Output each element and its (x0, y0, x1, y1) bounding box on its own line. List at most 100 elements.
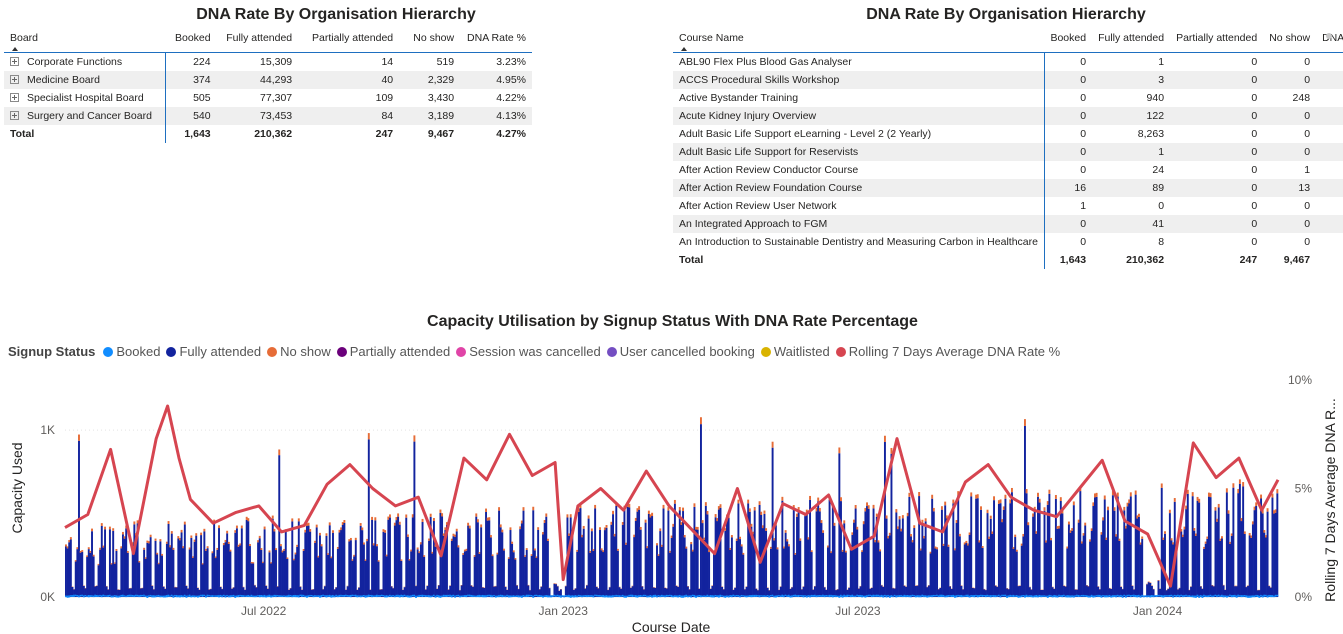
legend-item[interactable]: Waitlisted (760, 344, 830, 359)
bar-fully-attended (670, 537, 673, 597)
bar-booked (1191, 595, 1194, 598)
bar-fully-attended (1035, 533, 1038, 597)
bar-fully-attended (537, 529, 540, 597)
bar-no-show (314, 540, 317, 543)
row-label: An Integrated Approach to FGM (673, 215, 1045, 233)
bar-no-show (748, 508, 751, 512)
legend-item[interactable]: Booked (103, 344, 160, 359)
board-table-col-header[interactable]: Fully attended (216, 32, 299, 53)
expand-plus-icon[interactable] (10, 56, 19, 66)
bar-no-show (605, 525, 608, 528)
expand-plus-icon[interactable] (10, 74, 19, 84)
bar-no-show (786, 539, 789, 542)
bar-no-show (997, 500, 1000, 504)
bar-no-show (1225, 488, 1228, 493)
bar-fully-attended (556, 586, 559, 597)
bar-booked (714, 594, 717, 597)
bar-no-show (296, 544, 299, 547)
bar-booked (540, 595, 543, 597)
bar-fully-attended (724, 530, 727, 597)
table-row[interactable]: Active Bystander Training0940024820.88% (673, 89, 1343, 107)
bar-fully-attended (1261, 513, 1264, 597)
course-table-col-header[interactable]: Fully attended (1092, 32, 1171, 53)
bar-fully-attended (903, 585, 906, 597)
bar-booked (374, 595, 377, 597)
bar-fully-attended (538, 589, 541, 597)
bar-booked (638, 595, 641, 597)
board-table-col-header[interactable]: Partially attended (298, 32, 400, 53)
table-row[interactable]: An Introduction to Sustainable Dentistry… (673, 233, 1343, 251)
legend-item[interactable]: Session was cancelled (456, 344, 601, 359)
bar-no-show (478, 552, 481, 554)
bar-fully-attended (1121, 589, 1124, 597)
expand-plus-icon[interactable] (10, 110, 19, 120)
legend-item[interactable]: Partially attended (336, 344, 450, 359)
course-table-col-header[interactable]: Course Name (673, 32, 1045, 53)
bar-booked (250, 594, 253, 597)
board-table-col-header[interactable]: Booked (165, 32, 217, 53)
bar-no-show (273, 528, 276, 532)
bar-fully-attended (245, 519, 248, 597)
bar-no-show (708, 550, 711, 553)
bar-booked (551, 595, 554, 597)
sort-ascending-icon[interactable] (12, 47, 18, 51)
bar-fully-attended (828, 499, 831, 597)
table-row[interactable]: Medicine Board 374 44,293 40 2,329 4.95% (4, 71, 532, 89)
table-row[interactable]: ACCS Procedural Skills Workshop03000.00% (673, 71, 1343, 89)
board-table-col-header[interactable]: No show (399, 32, 461, 53)
bar-booked (305, 595, 308, 598)
legend-item[interactable]: Rolling 7 Days Average DNA Rate % (835, 344, 1060, 359)
bar-no-show (1066, 546, 1069, 549)
bar-booked (395, 594, 398, 597)
course-table-col-header[interactable]: Booked (1044, 32, 1093, 53)
bar-fully-attended (867, 508, 870, 597)
table-row[interactable]: Corporate Functions 224 15,309 14 519 3.23% (4, 52, 532, 71)
scrollbar-handle[interactable] (1326, 33, 1332, 39)
legend-item[interactable]: No show (267, 344, 331, 359)
table-row[interactable]: ABL90 Flex Plus Blood Gas Analyser01000.… (673, 52, 1343, 71)
bar-booked (1028, 595, 1031, 597)
bar-fully-attended (268, 552, 271, 597)
sort-ascending-icon[interactable] (681, 47, 687, 51)
bar-fully-attended (239, 545, 242, 597)
bar-fully-attended (771, 447, 774, 597)
legend-item[interactable]: Fully attended (166, 344, 261, 359)
table-row[interactable]: After Action Review Conductor Course 0 24 0… (673, 161, 1343, 179)
table-row[interactable]: Adult Basic Life Support for Reservists 0… (673, 143, 1343, 161)
bar-booked (625, 595, 628, 598)
bar-no-show (374, 517, 377, 521)
table-row[interactable]: Surgery and Cancer Board 540 73,453 84 3,189… (4, 107, 532, 125)
expand-plus-icon[interactable] (10, 92, 19, 102)
board-table-col-header[interactable]: DNA Rate % (460, 32, 532, 53)
bar-fully-attended (1100, 534, 1103, 597)
bar-no-show (1139, 542, 1142, 545)
table-row[interactable]: Specialist Hospital Board 505 77,307 109 3,4… (4, 89, 532, 107)
bar-fully-attended (87, 549, 90, 597)
bar-no-show (1227, 510, 1230, 514)
legend-item[interactable]: User cancelled booking (606, 344, 755, 359)
bar-booked (669, 594, 671, 597)
bar-no-show (457, 545, 460, 548)
course-table-col-header[interactable]: Partially attended (1170, 32, 1264, 53)
table-row[interactable]: An Integrated Approach to FGM041000.00% (673, 215, 1343, 233)
table-cell: 40 (298, 71, 400, 89)
table-row[interactable]: After Action Review User Network10000.00… (673, 197, 1343, 215)
bar-booked (680, 595, 683, 598)
bar-no-show (673, 499, 676, 504)
table-row[interactable]: After Action Review Foundation Course 16 8… (673, 179, 1343, 197)
table-row[interactable]: Adult Basic Life Support eLearning - Lev… (673, 125, 1343, 143)
table-row[interactable]: Acute Kidney Injury Overview0122000.00% (673, 107, 1343, 125)
board-table-col-header[interactable]: Board (4, 32, 166, 53)
bar-booked (369, 594, 372, 597)
course-table-col-header[interactable]: No show (1263, 32, 1317, 53)
bar-no-show (667, 507, 670, 511)
bar-fully-attended (423, 556, 426, 597)
bar-fully-attended (369, 589, 372, 597)
bar-booked (1058, 594, 1061, 597)
bar-no-show (739, 536, 741, 540)
bar-fully-attended (385, 556, 388, 597)
bar-booked (713, 595, 715, 598)
bar-no-show (646, 546, 649, 549)
bar-booked (1165, 595, 1168, 597)
bar-no-show (975, 494, 978, 499)
